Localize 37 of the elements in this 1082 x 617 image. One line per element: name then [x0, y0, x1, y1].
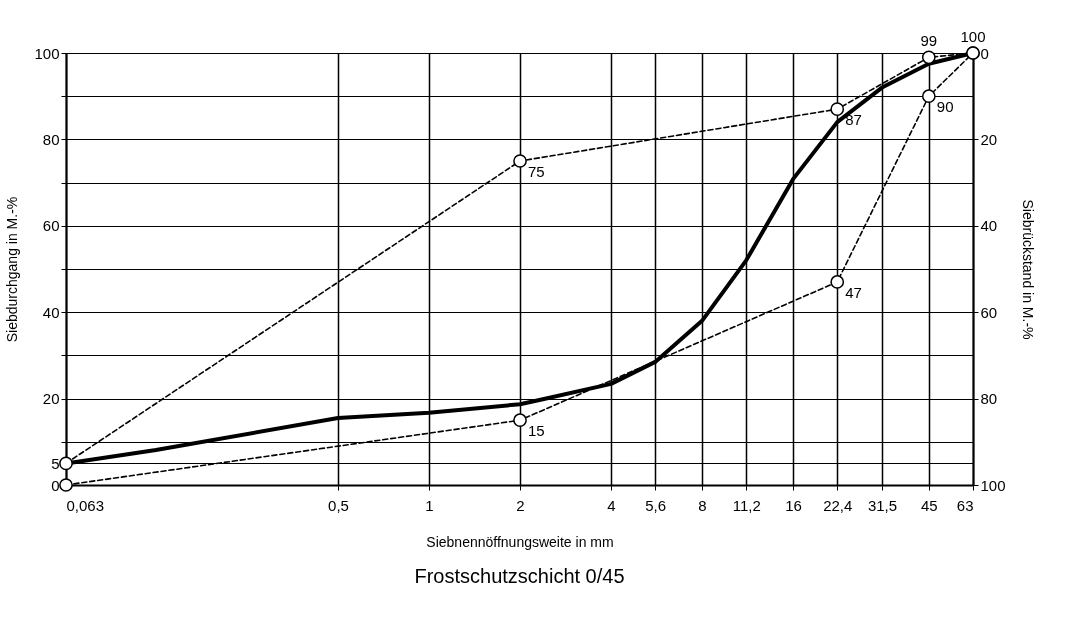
- data-label: 99: [920, 32, 938, 50]
- x-tick-label: 22,4: [823, 496, 853, 514]
- y-tick-label: 100: [34, 44, 60, 62]
- y-tick-label: 0: [51, 476, 60, 494]
- x-tick-label: 4: [607, 496, 616, 514]
- x-tick-label: 0,5: [328, 496, 349, 514]
- y2-tick-label: 60: [980, 303, 998, 321]
- data-label: 100: [960, 28, 986, 45]
- y-tick-label: 60: [42, 217, 60, 235]
- y2-tick-label: 0: [980, 44, 989, 62]
- x-tick-label: 8: [698, 496, 707, 514]
- x-tick-label: 5,6: [645, 496, 667, 514]
- text: Frostschutzschicht 0/45: [414, 565, 625, 587]
- y2-tick-label: 40: [980, 217, 998, 235]
- x-axis-title: Siebnennöffnungsweite in mm: [426, 533, 614, 550]
- x-tick-label: 63: [956, 496, 974, 514]
- y-tick-label: 40: [42, 303, 60, 321]
- y2-tick-label: 80: [980, 390, 998, 408]
- x-tick-label: 11,2: [732, 496, 761, 514]
- y-tick-label: 20: [42, 390, 60, 408]
- y2-tick-label: 100: [980, 476, 1006, 494]
- x-tick-label: 16: [785, 496, 802, 514]
- data-label: 87: [845, 111, 862, 129]
- data-label: 90: [936, 98, 954, 116]
- x-tick-label: 31,5: [867, 496, 898, 514]
- y-tick-label: 80: [42, 130, 60, 148]
- y-tick-label: 5: [51, 454, 60, 472]
- data-label: 15: [528, 422, 545, 440]
- y2-tick-label: 20: [980, 130, 998, 148]
- y-axis-title: Siebdurchgang in M.-%: [4, 196, 21, 343]
- x-tick-label: 0,063: [66, 496, 105, 514]
- data-label: 75: [528, 163, 545, 180]
- x-tick-label: 1: [425, 496, 434, 514]
- y2-axis-title: Siebrückstand in M.-%: [1019, 199, 1036, 340]
- data-label: 47: [845, 283, 862, 301]
- x-tick-label: 45: [920, 496, 938, 514]
- x-tick-label: 2: [516, 496, 525, 514]
